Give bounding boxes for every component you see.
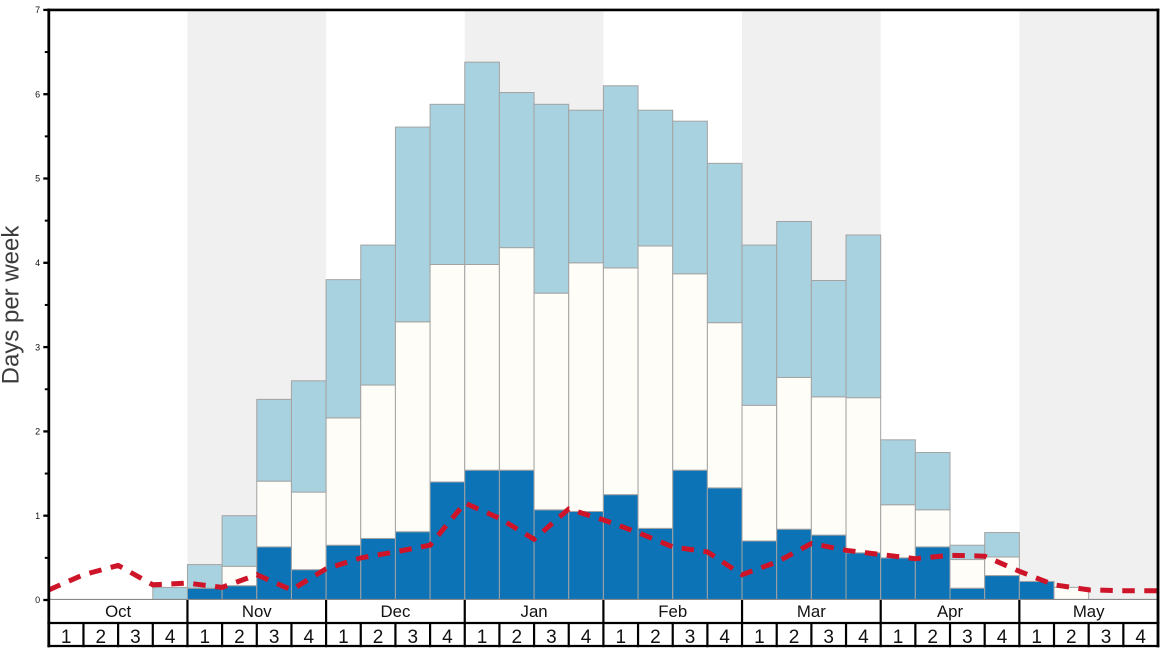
svg-text:3: 3	[269, 627, 280, 648]
svg-text:1: 1	[35, 511, 40, 521]
svg-text:3: 3	[685, 627, 696, 648]
svg-text:1: 1	[199, 627, 210, 648]
svg-text:Dec: Dec	[381, 602, 411, 621]
svg-text:Days per week: Days per week	[0, 225, 25, 385]
svg-text:2: 2	[1066, 627, 1077, 648]
svg-text:4: 4	[442, 627, 453, 648]
svg-text:Apr: Apr	[937, 602, 964, 621]
svg-text:2: 2	[96, 627, 107, 648]
svg-text:3: 3	[130, 627, 141, 648]
svg-text:7: 7	[35, 5, 40, 15]
svg-text:1: 1	[338, 627, 349, 648]
svg-text:Feb: Feb	[658, 602, 687, 621]
svg-text:May: May	[1073, 602, 1105, 621]
svg-text:1: 1	[754, 627, 765, 648]
svg-text:2: 2	[373, 627, 384, 648]
svg-text:Oct: Oct	[105, 602, 131, 621]
svg-text:3: 3	[962, 627, 973, 648]
svg-text:4: 4	[165, 627, 176, 648]
svg-text:3: 3	[1101, 627, 1112, 648]
svg-text:4: 4	[858, 627, 869, 648]
svg-text:2: 2	[35, 427, 40, 437]
svg-text:Jan: Jan	[521, 602, 548, 621]
svg-text:2: 2	[927, 627, 938, 648]
svg-text:Mar: Mar	[797, 602, 826, 621]
svg-text:3: 3	[35, 342, 40, 352]
svg-text:3: 3	[407, 627, 418, 648]
svg-text:4: 4	[303, 627, 314, 648]
svg-text:4: 4	[997, 627, 1008, 648]
svg-text:Nov: Nov	[242, 602, 272, 621]
svg-text:1: 1	[893, 627, 904, 648]
svg-text:1: 1	[615, 627, 626, 648]
svg-text:4: 4	[581, 627, 592, 648]
svg-text:2: 2	[234, 627, 245, 648]
svg-text:2: 2	[650, 627, 661, 648]
svg-text:4: 4	[719, 627, 730, 648]
svg-text:1: 1	[477, 627, 488, 648]
svg-text:1: 1	[61, 627, 72, 648]
svg-text:1: 1	[1031, 627, 1042, 648]
svg-text:4: 4	[1135, 627, 1146, 648]
svg-text:3: 3	[823, 627, 834, 648]
svg-text:3: 3	[546, 627, 557, 648]
svg-text:6: 6	[35, 89, 40, 99]
svg-text:5: 5	[35, 174, 40, 184]
svg-text:2: 2	[511, 627, 522, 648]
svg-text:0: 0	[35, 595, 40, 605]
svg-text:4: 4	[35, 258, 40, 268]
svg-text:2: 2	[789, 627, 800, 648]
